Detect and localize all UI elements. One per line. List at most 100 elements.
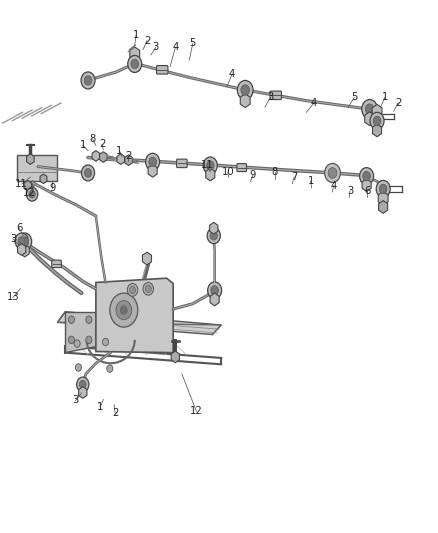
- Circle shape: [86, 336, 92, 344]
- Circle shape: [376, 180, 390, 197]
- Text: 5: 5: [351, 92, 357, 102]
- Circle shape: [360, 167, 374, 184]
- Text: 9: 9: [250, 170, 256, 180]
- Circle shape: [207, 228, 220, 244]
- Polygon shape: [240, 94, 250, 108]
- Circle shape: [206, 161, 214, 170]
- Circle shape: [127, 284, 138, 296]
- Polygon shape: [365, 112, 374, 126]
- Polygon shape: [57, 312, 221, 335]
- Text: 4: 4: [172, 43, 178, 52]
- Circle shape: [208, 282, 222, 299]
- Circle shape: [362, 100, 378, 119]
- Text: 2: 2: [112, 408, 118, 418]
- Polygon shape: [24, 180, 32, 191]
- Text: 2: 2: [395, 98, 401, 108]
- Circle shape: [15, 233, 28, 249]
- Text: 5: 5: [190, 38, 196, 48]
- Polygon shape: [148, 165, 157, 177]
- Polygon shape: [130, 47, 140, 61]
- Polygon shape: [92, 151, 100, 161]
- Text: 4: 4: [311, 98, 317, 108]
- Circle shape: [18, 233, 32, 250]
- Text: 2: 2: [144, 36, 150, 45]
- Circle shape: [77, 377, 89, 392]
- Circle shape: [75, 364, 81, 371]
- Circle shape: [128, 55, 142, 72]
- Polygon shape: [65, 312, 96, 352]
- Text: 13: 13: [7, 292, 19, 302]
- Polygon shape: [372, 104, 382, 118]
- Text: 12: 12: [190, 406, 203, 416]
- Circle shape: [84, 76, 92, 85]
- Text: 3: 3: [347, 186, 353, 196]
- Circle shape: [26, 187, 38, 201]
- Circle shape: [102, 338, 109, 346]
- FancyBboxPatch shape: [270, 91, 282, 100]
- Circle shape: [145, 285, 151, 293]
- Text: 3: 3: [10, 234, 16, 244]
- Text: 7: 7: [291, 172, 297, 182]
- Text: 6: 6: [364, 186, 371, 196]
- Polygon shape: [117, 154, 124, 165]
- Text: 3: 3: [152, 43, 159, 52]
- Circle shape: [210, 231, 217, 240]
- Circle shape: [85, 168, 92, 177]
- Text: 1: 1: [133, 30, 139, 41]
- Text: 1: 1: [80, 140, 86, 150]
- Text: 3: 3: [73, 395, 79, 406]
- Circle shape: [203, 157, 217, 174]
- Circle shape: [21, 237, 28, 246]
- Polygon shape: [378, 200, 388, 213]
- Text: 2: 2: [125, 151, 131, 161]
- Circle shape: [131, 59, 138, 69]
- FancyBboxPatch shape: [156, 66, 168, 74]
- Circle shape: [18, 237, 25, 245]
- FancyBboxPatch shape: [177, 159, 187, 167]
- Circle shape: [211, 286, 219, 295]
- Polygon shape: [17, 155, 57, 181]
- Circle shape: [107, 365, 113, 372]
- Text: 1: 1: [116, 146, 123, 156]
- Polygon shape: [362, 179, 371, 191]
- Circle shape: [325, 164, 340, 182]
- Text: 1: 1: [97, 402, 103, 413]
- Circle shape: [373, 116, 381, 125]
- Polygon shape: [142, 252, 152, 265]
- Text: 1: 1: [382, 92, 388, 102]
- Text: 8: 8: [272, 167, 278, 177]
- Circle shape: [68, 336, 74, 344]
- FancyBboxPatch shape: [237, 164, 247, 172]
- Circle shape: [120, 306, 127, 314]
- Circle shape: [365, 104, 374, 115]
- Circle shape: [86, 316, 92, 324]
- Polygon shape: [171, 351, 180, 363]
- Polygon shape: [78, 386, 87, 398]
- Polygon shape: [210, 293, 219, 306]
- Circle shape: [370, 112, 384, 130]
- Circle shape: [149, 157, 156, 166]
- Circle shape: [241, 85, 250, 95]
- Polygon shape: [378, 191, 388, 205]
- Circle shape: [146, 154, 159, 170]
- Circle shape: [29, 190, 35, 198]
- Circle shape: [74, 340, 80, 348]
- Text: 4: 4: [229, 69, 235, 79]
- Circle shape: [81, 72, 95, 89]
- Polygon shape: [96, 278, 173, 353]
- Circle shape: [81, 165, 95, 181]
- Text: 6: 6: [16, 223, 22, 233]
- Circle shape: [116, 301, 132, 320]
- Circle shape: [328, 167, 337, 178]
- Circle shape: [379, 184, 387, 193]
- Text: 12: 12: [23, 188, 35, 198]
- Circle shape: [143, 282, 153, 295]
- Polygon shape: [125, 155, 132, 165]
- FancyBboxPatch shape: [52, 260, 61, 268]
- Text: 2: 2: [99, 139, 105, 149]
- Polygon shape: [372, 124, 381, 137]
- Text: 11: 11: [15, 179, 28, 189]
- Polygon shape: [27, 154, 34, 165]
- Polygon shape: [99, 152, 107, 163]
- Polygon shape: [206, 168, 215, 181]
